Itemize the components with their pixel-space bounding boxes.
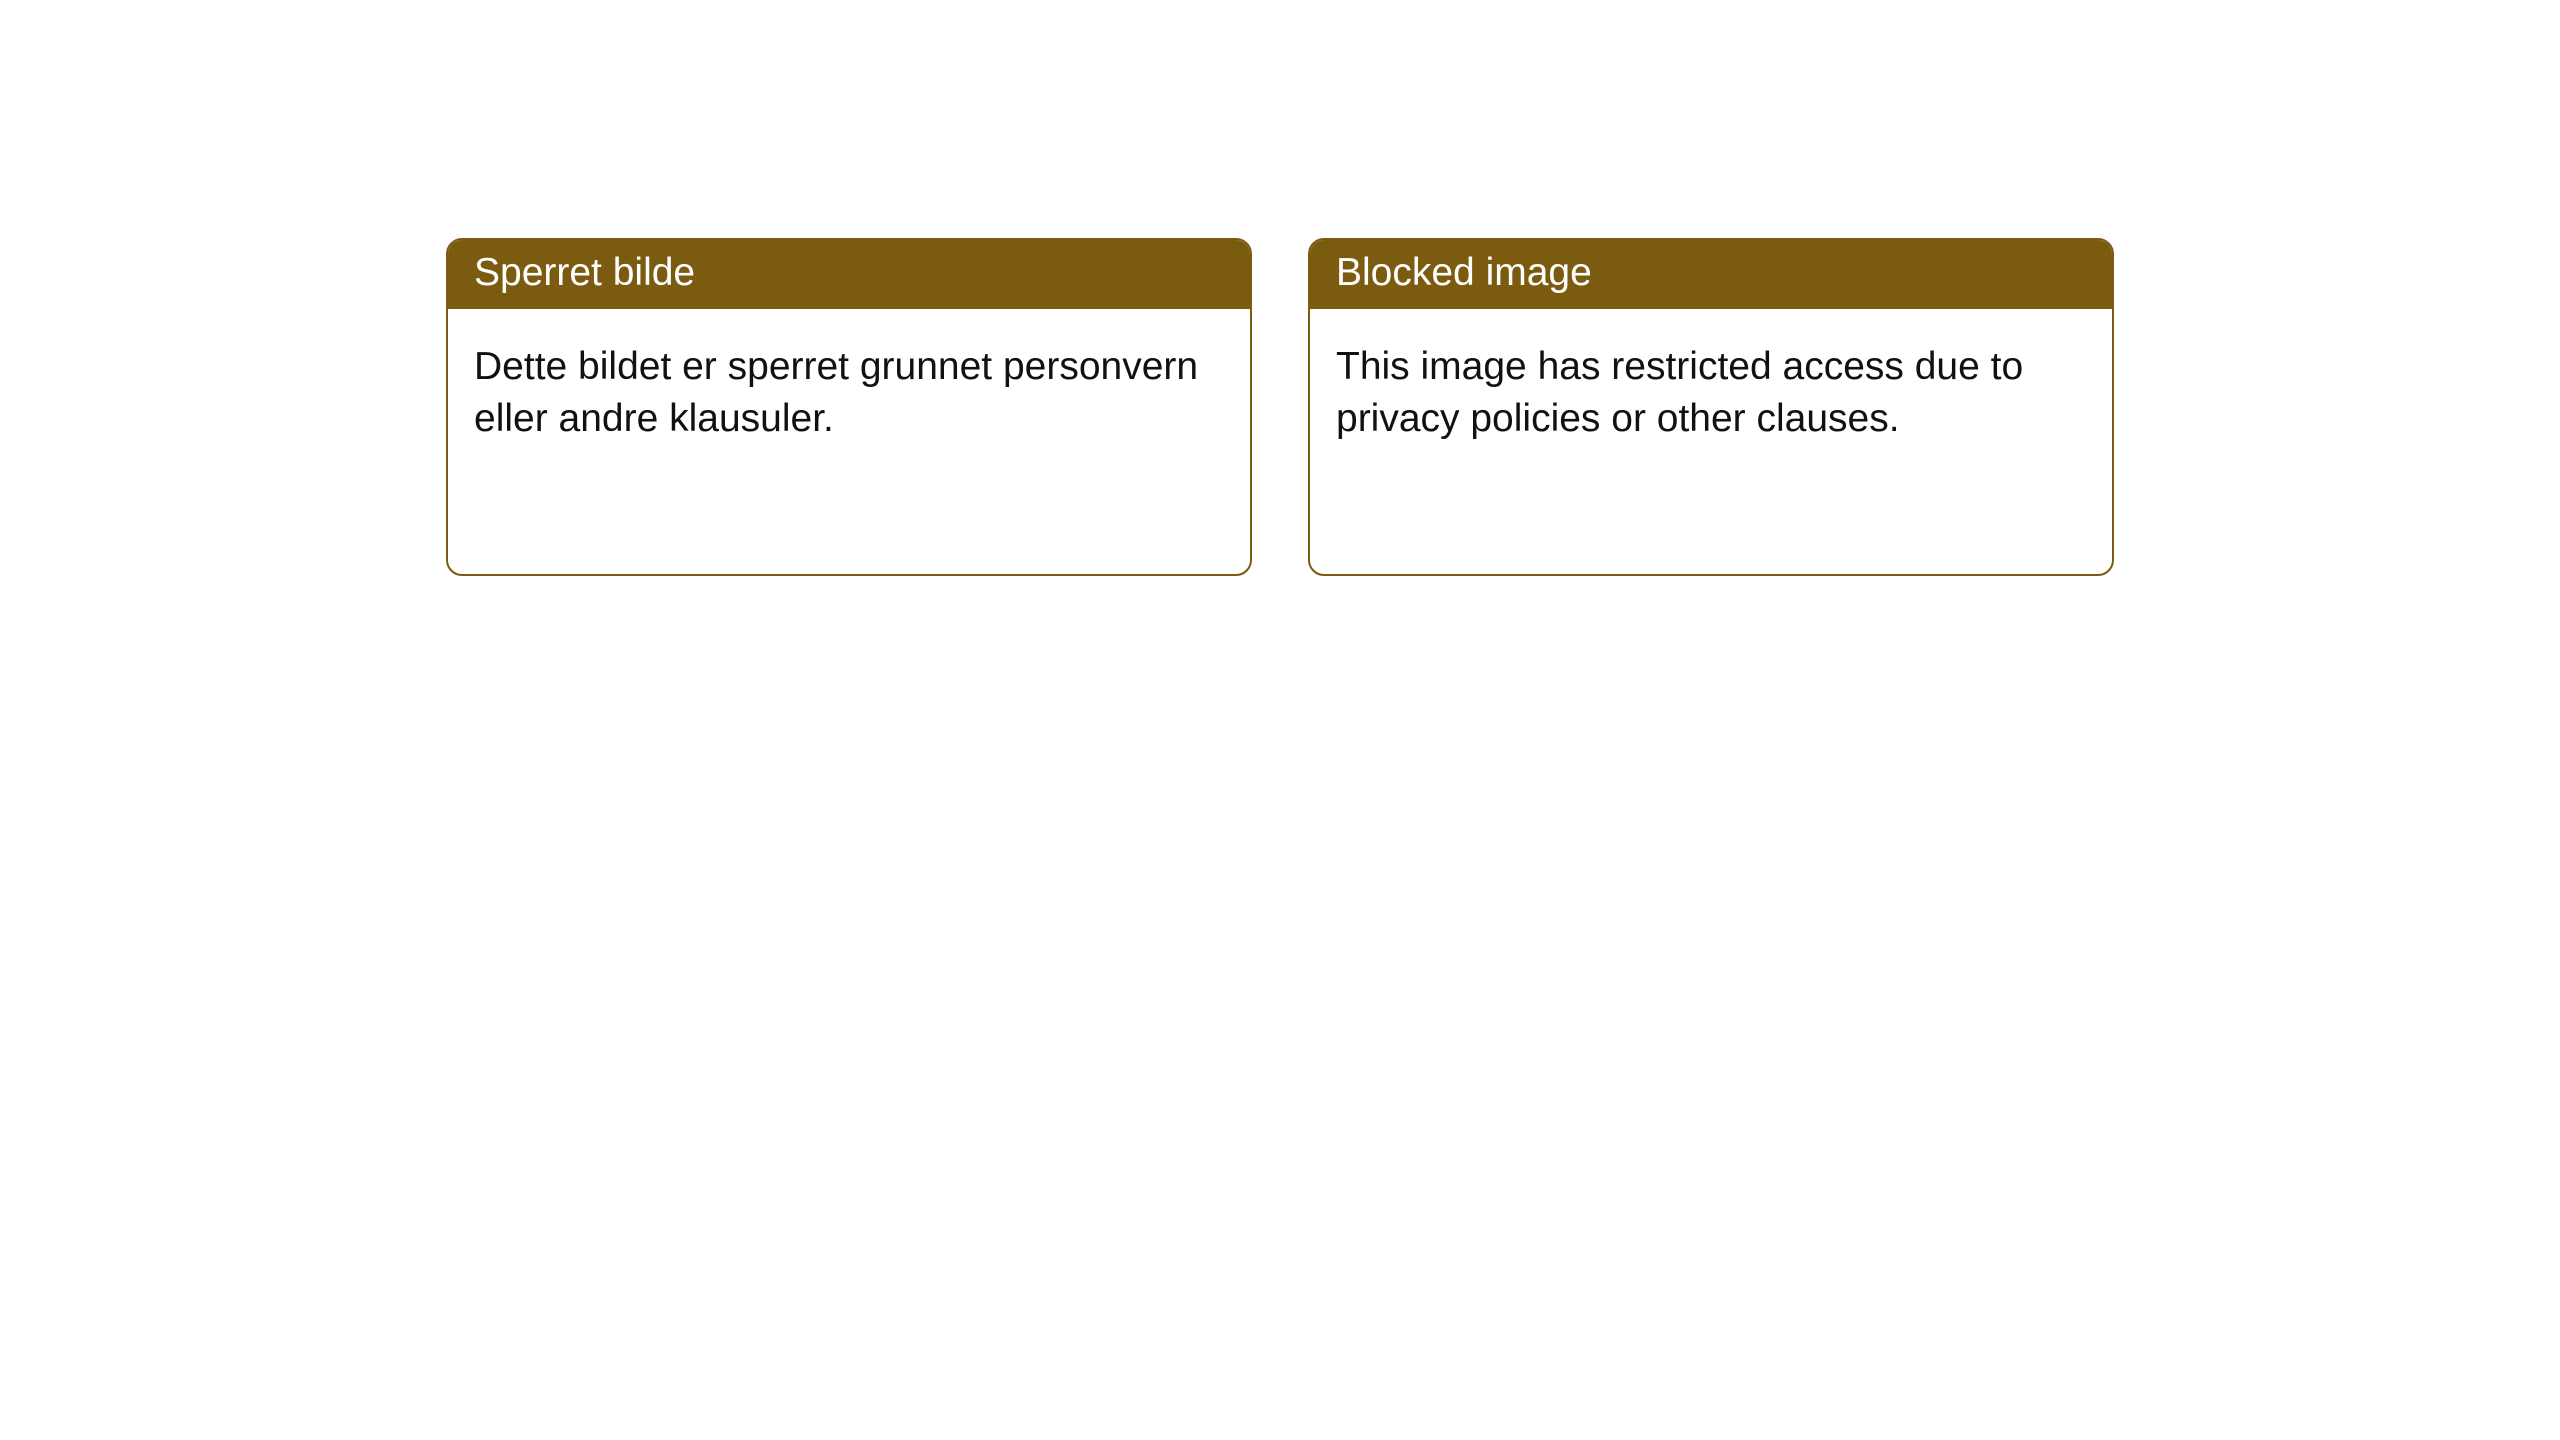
notice-title-no: Sperret bilde [448,240,1250,309]
notice-title-en: Blocked image [1310,240,2112,309]
notice-card-no: Sperret bilde Dette bildet er sperret gr… [446,238,1252,576]
notice-body-en: This image has restricted access due to … [1310,309,2112,478]
notice-container: Sperret bilde Dette bildet er sperret gr… [0,0,2560,576]
notice-body-no: Dette bildet er sperret grunnet personve… [448,309,1250,478]
notice-card-en: Blocked image This image has restricted … [1308,238,2114,576]
